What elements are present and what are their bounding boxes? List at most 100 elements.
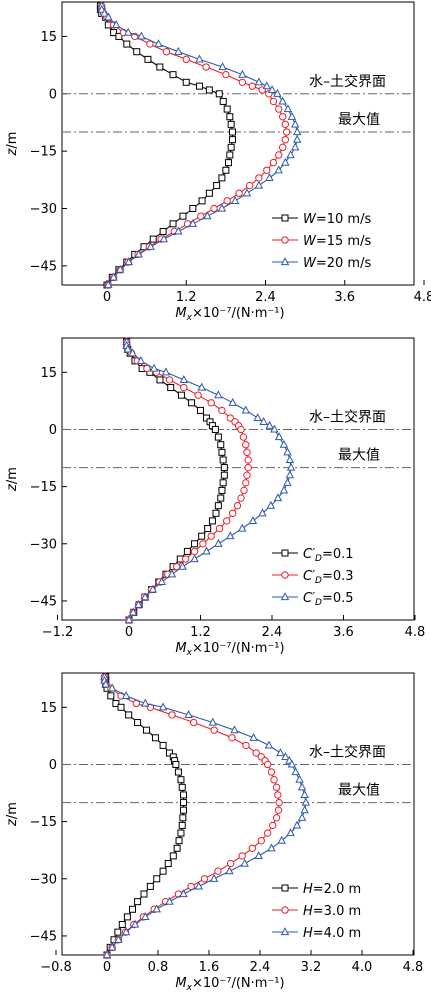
data-point	[137, 31, 146, 40]
data-point	[275, 798, 283, 807]
data-point	[179, 375, 189, 384]
data-point	[159, 234, 169, 243]
data-point	[279, 485, 289, 494]
data-point	[219, 479, 227, 487]
data-point	[286, 828, 295, 837]
chart-panel-2: 15 0 −15 −30 −45 −1.2 0 1.2 2.4 3.6 4.8 z/m Mx×10⁻⁷/…	[5, 336, 426, 658]
data-point	[104, 280, 113, 289]
data-point	[205, 189, 213, 197]
data-point	[200, 875, 209, 883]
data-point	[267, 843, 276, 852]
data-point	[130, 919, 140, 928]
data-point	[194, 391, 202, 399]
data-point	[181, 555, 190, 563]
data-point	[252, 749, 260, 757]
legend-label-1: W=10 m/s	[303, 212, 371, 227]
legend-marker	[280, 257, 290, 266]
data-point	[300, 805, 309, 814]
data-point	[182, 55, 190, 64]
data-point	[124, 615, 134, 624]
x-tick-label: 4.8	[405, 625, 426, 640]
data-point	[202, 63, 210, 71]
data-point	[255, 174, 263, 182]
data-point	[225, 159, 233, 167]
data-point	[134, 898, 142, 906]
data-point	[208, 717, 218, 726]
data-point	[123, 344, 133, 353]
data-point	[173, 844, 181, 852]
data-point	[183, 547, 191, 555]
series-line	[126, 341, 292, 621]
series-1	[96, 2, 236, 289]
data-point	[124, 257, 134, 266]
data-point	[101, 679, 110, 688]
data-point	[140, 890, 148, 898]
data-point	[248, 82, 256, 90]
data-point	[297, 782, 307, 791]
data-point	[240, 486, 248, 495]
max-value-label: 最大值	[338, 783, 380, 799]
data-point	[148, 584, 158, 593]
data-point	[285, 455, 295, 464]
data-point	[272, 783, 281, 792]
data-point	[156, 63, 164, 71]
data-point	[225, 866, 234, 875]
data-point	[269, 158, 278, 167]
data-point	[291, 767, 300, 776]
data-point	[219, 456, 227, 464]
data-point	[165, 896, 174, 905]
data-point	[141, 912, 150, 920]
data-point	[125, 711, 133, 719]
data-point	[265, 420, 274, 429]
data-point	[169, 220, 177, 228]
data-point	[227, 120, 235, 128]
data-point	[107, 683, 117, 692]
data-point	[115, 264, 125, 273]
data-point	[283, 447, 292, 456]
data-point	[238, 69, 247, 78]
data-point	[146, 40, 154, 48]
data-point	[282, 128, 291, 136]
x-tick-label: 0	[103, 290, 111, 305]
data-point	[241, 405, 251, 414]
data-point	[226, 531, 235, 540]
interface-label: 水–土交界面	[309, 743, 386, 760]
data-point	[222, 70, 230, 79]
data-point	[264, 740, 274, 749]
x-tick-label: 0	[125, 625, 133, 640]
y-axis-label: z/m	[5, 132, 20, 157]
legend: W=10 m/s W=15 m/s W=20 m/s	[272, 212, 371, 271]
data-point	[235, 189, 243, 197]
x-axis-label: Mx×10⁻⁷/(N·m⁻¹)	[175, 641, 284, 658]
x-tick-label: 3.2	[301, 960, 322, 975]
x-tick-label: 1.2	[190, 625, 211, 640]
plot-frame	[61, 337, 415, 621]
data-point	[292, 820, 302, 829]
data-point	[207, 532, 215, 540]
data-point	[274, 806, 283, 814]
x-tick-label: 3.6	[334, 290, 355, 305]
data-point	[215, 90, 223, 98]
y-tick-label: 0	[49, 423, 57, 438]
data-point	[156, 376, 164, 384]
data-point	[140, 592, 150, 601]
data-point	[133, 48, 141, 56]
x-tick-label: 0.8	[148, 960, 169, 975]
max-value-label: 最大值	[338, 112, 380, 128]
data-point	[215, 524, 224, 533]
data-point	[190, 547, 199, 556]
data-point	[184, 710, 193, 719]
series-3	[100, 671, 311, 959]
data-point	[269, 97, 278, 106]
data-point	[151, 734, 159, 742]
legend-marker	[281, 549, 289, 557]
data-point	[199, 540, 207, 548]
x-tick-label: 1.2	[176, 290, 197, 305]
legend-marker	[281, 906, 289, 914]
data-point	[281, 120, 290, 129]
data-point	[180, 799, 187, 807]
chart-panel-3: 15 0 −15 −30 −45 −0.8 0 0.8 1.6 2.4 3.2 4.0 4.8 z/m Mx…	[5, 671, 423, 993]
data-point	[202, 414, 210, 422]
y-tick-label: −30	[30, 202, 57, 217]
legend-marker	[281, 571, 289, 579]
